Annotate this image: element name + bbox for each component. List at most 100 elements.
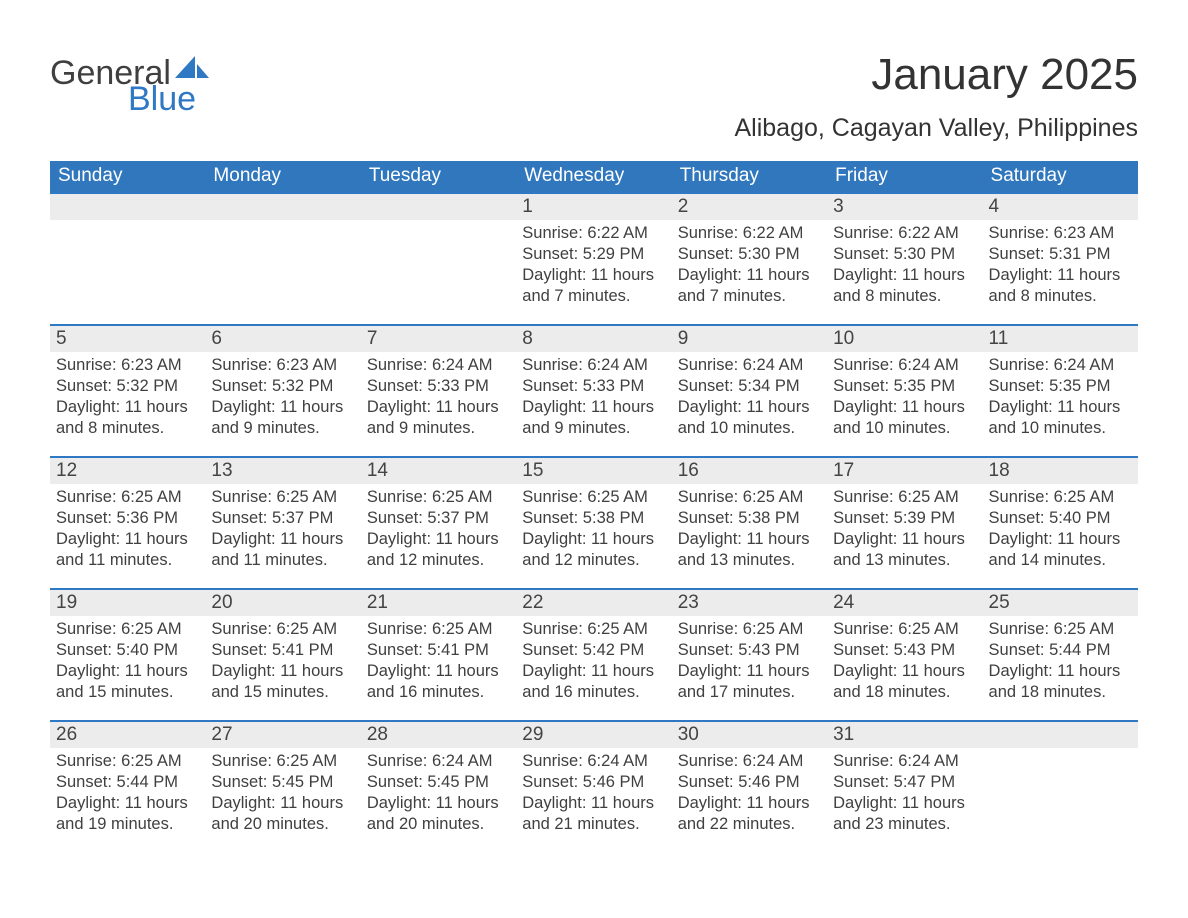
day-cell: 11Sunrise: 6:24 AMSunset: 5:35 PMDayligh… bbox=[983, 326, 1138, 456]
day-cell: 15Sunrise: 6:25 AMSunset: 5:38 PMDayligh… bbox=[516, 458, 671, 588]
daylight-text: Daylight: 11 hours and 10 minutes. bbox=[833, 397, 976, 439]
day-content: Sunrise: 6:25 AMSunset: 5:41 PMDaylight:… bbox=[205, 616, 360, 709]
week-row: 19Sunrise: 6:25 AMSunset: 5:40 PMDayligh… bbox=[50, 588, 1138, 720]
daylight-text: Daylight: 11 hours and 15 minutes. bbox=[211, 661, 354, 703]
sunrise-text: Sunrise: 6:25 AM bbox=[211, 487, 354, 508]
sunset-text: Sunset: 5:40 PM bbox=[56, 640, 199, 661]
daylight-text: Daylight: 11 hours and 8 minutes. bbox=[833, 265, 976, 307]
dow-monday: Monday bbox=[205, 161, 360, 192]
sunset-text: Sunset: 5:40 PM bbox=[989, 508, 1132, 529]
sunrise-text: Sunrise: 6:22 AM bbox=[678, 223, 821, 244]
title-block: January 2025 Alibago, Cagayan Valley, Ph… bbox=[735, 50, 1139, 143]
sunset-text: Sunset: 5:34 PM bbox=[678, 376, 821, 397]
week-row: 5Sunrise: 6:23 AMSunset: 5:32 PMDaylight… bbox=[50, 324, 1138, 456]
day-number: 1 bbox=[516, 194, 671, 220]
sunset-text: Sunset: 5:30 PM bbox=[678, 244, 821, 265]
day-content: Sunrise: 6:25 AMSunset: 5:40 PMDaylight:… bbox=[983, 484, 1138, 577]
day-content: Sunrise: 6:24 AMSunset: 5:33 PMDaylight:… bbox=[516, 352, 671, 445]
day-cell: 29Sunrise: 6:24 AMSunset: 5:46 PMDayligh… bbox=[516, 722, 671, 852]
day-cell: 1Sunrise: 6:22 AMSunset: 5:29 PMDaylight… bbox=[516, 194, 671, 324]
sunrise-text: Sunrise: 6:24 AM bbox=[833, 751, 976, 772]
sunrise-text: Sunrise: 6:24 AM bbox=[522, 751, 665, 772]
day-cell: 25Sunrise: 6:25 AMSunset: 5:44 PMDayligh… bbox=[983, 590, 1138, 720]
sunset-text: Sunset: 5:31 PM bbox=[989, 244, 1132, 265]
day-cell: 31Sunrise: 6:24 AMSunset: 5:47 PMDayligh… bbox=[827, 722, 982, 852]
day-cell: 22Sunrise: 6:25 AMSunset: 5:42 PMDayligh… bbox=[516, 590, 671, 720]
day-content: Sunrise: 6:25 AMSunset: 5:43 PMDaylight:… bbox=[827, 616, 982, 709]
day-cell: 6Sunrise: 6:23 AMSunset: 5:32 PMDaylight… bbox=[205, 326, 360, 456]
sunrise-text: Sunrise: 6:25 AM bbox=[833, 487, 976, 508]
sunset-text: Sunset: 5:37 PM bbox=[211, 508, 354, 529]
daylight-text: Daylight: 11 hours and 10 minutes. bbox=[989, 397, 1132, 439]
day-number: 16 bbox=[672, 458, 827, 484]
day-cell: 27Sunrise: 6:25 AMSunset: 5:45 PMDayligh… bbox=[205, 722, 360, 852]
daylight-text: Daylight: 11 hours and 9 minutes. bbox=[522, 397, 665, 439]
sunrise-text: Sunrise: 6:25 AM bbox=[989, 487, 1132, 508]
day-content: Sunrise: 6:23 AMSunset: 5:31 PMDaylight:… bbox=[983, 220, 1138, 313]
sunrise-text: Sunrise: 6:23 AM bbox=[56, 355, 199, 376]
day-of-week-header: Sunday Monday Tuesday Wednesday Thursday… bbox=[50, 161, 1138, 192]
daylight-text: Daylight: 11 hours and 18 minutes. bbox=[989, 661, 1132, 703]
day-number: 20 bbox=[205, 590, 360, 616]
day-cell: 28Sunrise: 6:24 AMSunset: 5:45 PMDayligh… bbox=[361, 722, 516, 852]
sunset-text: Sunset: 5:45 PM bbox=[211, 772, 354, 793]
day-content: Sunrise: 6:25 AMSunset: 5:44 PMDaylight:… bbox=[983, 616, 1138, 709]
sunset-text: Sunset: 5:38 PM bbox=[678, 508, 821, 529]
sunset-text: Sunset: 5:46 PM bbox=[678, 772, 821, 793]
logo-word2: Blue bbox=[128, 82, 196, 116]
daylight-text: Daylight: 11 hours and 11 minutes. bbox=[211, 529, 354, 571]
sunset-text: Sunset: 5:44 PM bbox=[56, 772, 199, 793]
day-content: Sunrise: 6:24 AMSunset: 5:47 PMDaylight:… bbox=[827, 748, 982, 841]
day-cell: 17Sunrise: 6:25 AMSunset: 5:39 PMDayligh… bbox=[827, 458, 982, 588]
day-number: 21 bbox=[361, 590, 516, 616]
sunset-text: Sunset: 5:36 PM bbox=[56, 508, 199, 529]
day-cell: 8Sunrise: 6:24 AMSunset: 5:33 PMDaylight… bbox=[516, 326, 671, 456]
day-content: Sunrise: 6:24 AMSunset: 5:33 PMDaylight:… bbox=[361, 352, 516, 445]
day-number: 22 bbox=[516, 590, 671, 616]
sunset-text: Sunset: 5:43 PM bbox=[833, 640, 976, 661]
day-content: Sunrise: 6:24 AMSunset: 5:46 PMDaylight:… bbox=[516, 748, 671, 841]
sunset-text: Sunset: 5:39 PM bbox=[833, 508, 976, 529]
day-cell: 9Sunrise: 6:24 AMSunset: 5:34 PMDaylight… bbox=[672, 326, 827, 456]
day-number: 15 bbox=[516, 458, 671, 484]
day-number: 2 bbox=[672, 194, 827, 220]
day-cell: 5Sunrise: 6:23 AMSunset: 5:32 PMDaylight… bbox=[50, 326, 205, 456]
sunrise-text: Sunrise: 6:25 AM bbox=[56, 751, 199, 772]
logo-sail-icon bbox=[175, 50, 209, 84]
calendar-table: Sunday Monday Tuesday Wednesday Thursday… bbox=[50, 161, 1138, 852]
sunset-text: Sunset: 5:38 PM bbox=[522, 508, 665, 529]
day-number: 29 bbox=[516, 722, 671, 748]
day-cell: 30Sunrise: 6:24 AMSunset: 5:46 PMDayligh… bbox=[672, 722, 827, 852]
day-number: 9 bbox=[672, 326, 827, 352]
page: General Blue January 2025 Alibago, Cagay… bbox=[0, 0, 1188, 892]
day-number: 23 bbox=[672, 590, 827, 616]
daylight-text: Daylight: 11 hours and 11 minutes. bbox=[56, 529, 199, 571]
daylight-text: Daylight: 11 hours and 7 minutes. bbox=[678, 265, 821, 307]
daylight-text: Daylight: 11 hours and 13 minutes. bbox=[833, 529, 976, 571]
day-content: Sunrise: 6:22 AMSunset: 5:29 PMDaylight:… bbox=[516, 220, 671, 313]
sunrise-text: Sunrise: 6:24 AM bbox=[367, 355, 510, 376]
dow-sunday: Sunday bbox=[50, 161, 205, 192]
day-cell: 18Sunrise: 6:25 AMSunset: 5:40 PMDayligh… bbox=[983, 458, 1138, 588]
day-number: 7 bbox=[361, 326, 516, 352]
daylight-text: Daylight: 11 hours and 8 minutes. bbox=[56, 397, 199, 439]
day-number: 3 bbox=[827, 194, 982, 220]
day-content: Sunrise: 6:24 AMSunset: 5:35 PMDaylight:… bbox=[827, 352, 982, 445]
day-cell: 12Sunrise: 6:25 AMSunset: 5:36 PMDayligh… bbox=[50, 458, 205, 588]
day-number bbox=[205, 194, 360, 220]
daylight-text: Daylight: 11 hours and 16 minutes. bbox=[522, 661, 665, 703]
day-content: Sunrise: 6:25 AMSunset: 5:44 PMDaylight:… bbox=[50, 748, 205, 841]
sunrise-text: Sunrise: 6:25 AM bbox=[211, 751, 354, 772]
week-row: 26Sunrise: 6:25 AMSunset: 5:44 PMDayligh… bbox=[50, 720, 1138, 852]
dow-friday: Friday bbox=[827, 161, 982, 192]
day-cell: 4Sunrise: 6:23 AMSunset: 5:31 PMDaylight… bbox=[983, 194, 1138, 324]
dow-saturday: Saturday bbox=[983, 161, 1138, 192]
day-number: 4 bbox=[983, 194, 1138, 220]
day-number: 12 bbox=[50, 458, 205, 484]
day-cell bbox=[361, 194, 516, 324]
day-cell: 3Sunrise: 6:22 AMSunset: 5:30 PMDaylight… bbox=[827, 194, 982, 324]
day-content: Sunrise: 6:24 AMSunset: 5:35 PMDaylight:… bbox=[983, 352, 1138, 445]
sunrise-text: Sunrise: 6:25 AM bbox=[211, 619, 354, 640]
sunset-text: Sunset: 5:32 PM bbox=[56, 376, 199, 397]
daylight-text: Daylight: 11 hours and 7 minutes. bbox=[522, 265, 665, 307]
